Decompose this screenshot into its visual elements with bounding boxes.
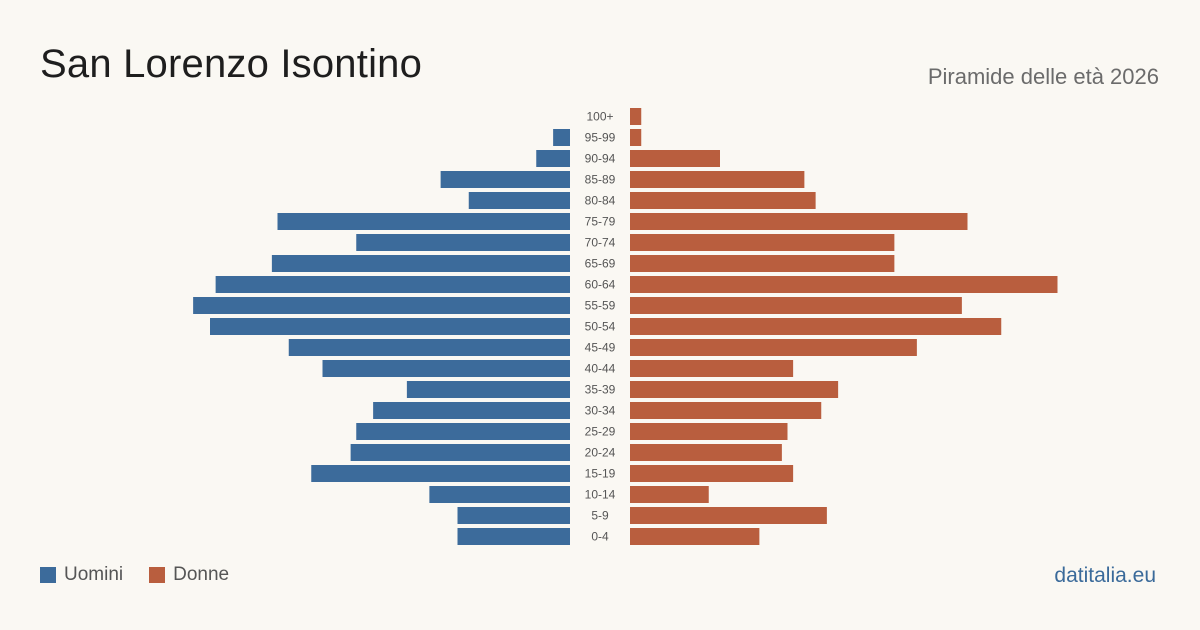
legend-swatch-women <box>149 567 166 583</box>
bar-men-90-94 <box>536 150 570 167</box>
age-label-75-79: 75-79 <box>585 215 616 229</box>
age-label-5-9: 5-9 <box>591 509 609 523</box>
bar-women-55-59 <box>630 297 962 314</box>
age-label-100plus: 100+ <box>586 110 613 124</box>
bar-men-85-89 <box>440 171 570 188</box>
bar-women-80-84 <box>630 192 816 209</box>
age-label-85-89: 85-89 <box>585 173 616 187</box>
legend-label-women: Donne <box>173 564 230 585</box>
bar-men-80-84 <box>468 192 570 209</box>
bar-men-45-49 <box>288 339 570 356</box>
bar-men-25-29 <box>356 423 570 440</box>
age-label-95-99: 95-99 <box>585 131 616 145</box>
age-label-45-49: 45-49 <box>585 341 616 355</box>
bar-women-25-29 <box>630 423 788 440</box>
bar-men-65-69 <box>271 255 570 272</box>
bar-men-15-19 <box>311 465 570 482</box>
age-label-70-74: 70-74 <box>585 236 616 250</box>
bar-women-20-24 <box>630 444 782 461</box>
age-label-55-59: 55-59 <box>585 299 616 313</box>
bar-women-100plus <box>630 108 642 125</box>
age-label-0-4: 0-4 <box>591 530 609 544</box>
chart-subtitle: Piramide delle età 2026 <box>927 64 1159 89</box>
age-label-50-54: 50-54 <box>585 320 616 334</box>
bar-women-0-4 <box>630 528 760 545</box>
bar-women-60-64 <box>630 276 1058 293</box>
bar-women-30-34 <box>630 402 822 419</box>
age-label-20-24: 20-24 <box>585 446 616 460</box>
bar-women-35-39 <box>630 381 839 398</box>
age-label-90-94: 90-94 <box>585 152 616 166</box>
bar-men-10-14 <box>429 486 570 503</box>
bar-women-15-19 <box>630 465 794 482</box>
age-label-10-14: 10-14 <box>585 488 616 502</box>
legend-item-men: Uomini <box>40 564 123 586</box>
bar-women-5-9 <box>630 507 827 524</box>
population-pyramid-chart: 100+ 95-99 90-94 85-89 80-84 75-79 70-74 65-69 6… <box>193 108 1058 545</box>
bar-men-55-59 <box>193 297 570 314</box>
bar-men-75-79 <box>277 213 570 230</box>
bar-women-95-99 <box>630 129 642 146</box>
bar-women-40-44 <box>630 360 794 377</box>
bar-women-75-79 <box>630 213 968 230</box>
brand-link[interactable]: datitalia.eu <box>1054 564 1156 587</box>
age-label-35-39: 35-39 <box>585 383 616 397</box>
legend-swatch-men <box>40 567 56 583</box>
bar-men-95-99 <box>553 129 570 146</box>
age-label-40-44: 40-44 <box>585 362 616 376</box>
bar-men-70-74 <box>356 234 570 251</box>
bar-men-20-24 <box>350 444 570 461</box>
page-title: San Lorenzo Isontino <box>40 42 423 86</box>
legend: Uomini Donne <box>40 564 255 586</box>
bar-men-50-54 <box>210 318 570 335</box>
bar-women-70-74 <box>630 234 895 251</box>
bar-women-65-69 <box>630 255 895 272</box>
bar-men-35-39 <box>406 381 570 398</box>
age-label-65-69: 65-69 <box>585 257 616 271</box>
bar-men-5-9 <box>457 507 570 524</box>
legend-label-men: Uomini <box>64 564 124 585</box>
age-label-15-19: 15-19 <box>585 467 616 481</box>
age-label-25-29: 25-29 <box>585 425 616 439</box>
bar-women-50-54 <box>630 318 1002 335</box>
bar-women-90-94 <box>630 150 720 167</box>
age-label-60-64: 60-64 <box>585 278 616 292</box>
bar-men-60-64 <box>215 276 570 293</box>
bar-men-0-4 <box>457 528 570 545</box>
bar-women-45-49 <box>630 339 917 356</box>
bar-men-40-44 <box>322 360 570 377</box>
bar-women-10-14 <box>630 486 709 503</box>
age-label-30-34: 30-34 <box>585 404 616 418</box>
bar-women-85-89 <box>630 171 805 188</box>
legend-item-women: Donne <box>149 564 229 586</box>
age-label-80-84: 80-84 <box>585 194 616 208</box>
bar-men-30-34 <box>373 402 570 419</box>
